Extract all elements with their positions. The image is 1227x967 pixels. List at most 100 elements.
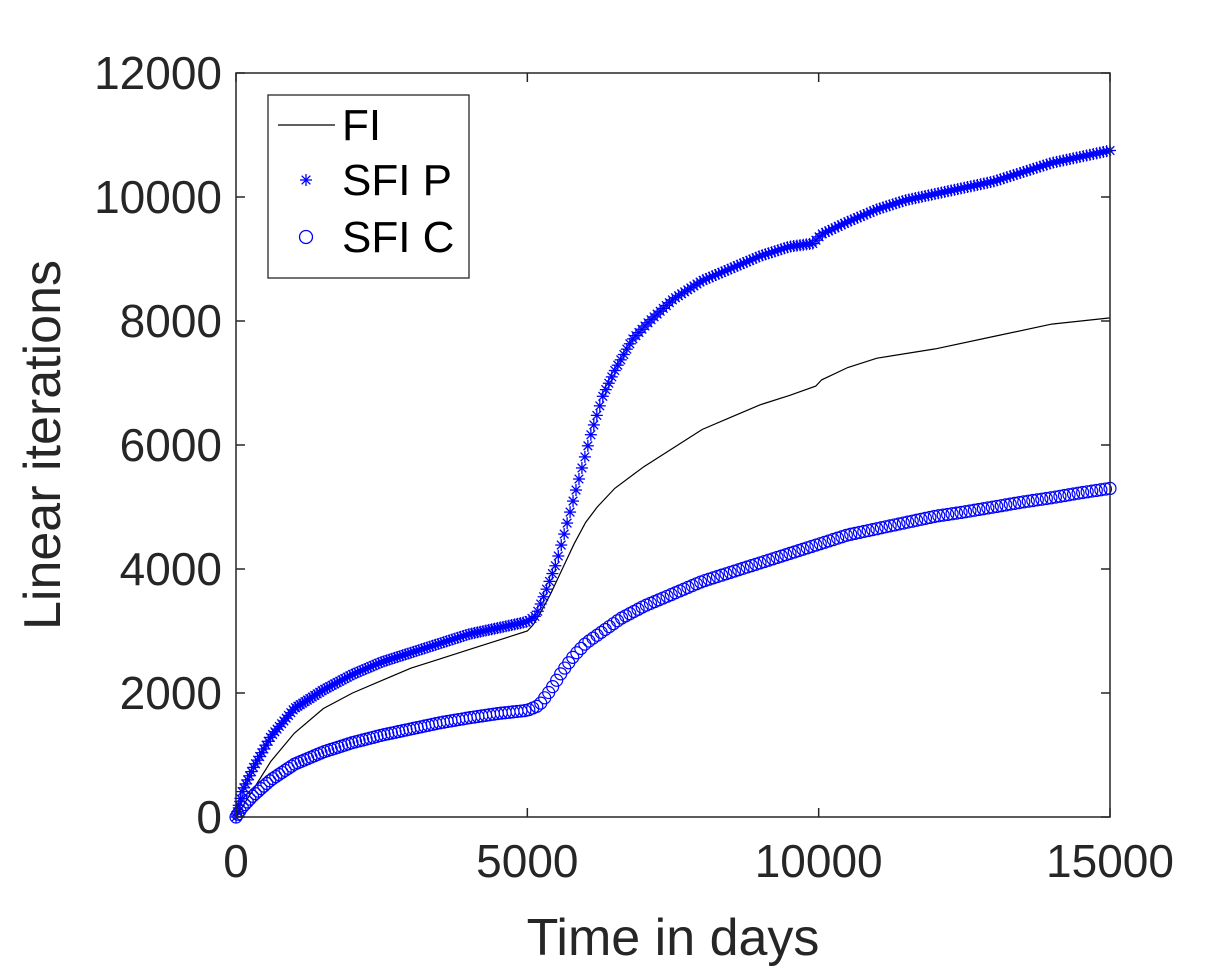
data-point-sfi-c [1008, 496, 1022, 510]
data-point-sfi-c [1044, 491, 1058, 505]
data-point-sfi-p [549, 559, 562, 572]
legend: FI SFI P SFI C [267, 94, 470, 279]
data-point-sfi-c [999, 498, 1013, 512]
data-point-sfi-c [566, 650, 580, 664]
data-point-sfi-c [1076, 485, 1090, 500]
data-point-sfi-c [972, 502, 986, 517]
data-point-sfi-c [981, 501, 995, 515]
data-point-sfi-c [546, 680, 560, 694]
data-point-sfi-p [555, 539, 568, 552]
data-point-sfi-c [1017, 495, 1031, 509]
data-point-sfi-p [249, 757, 262, 770]
data-point-sfi-c [945, 507, 959, 521]
x-tick-label: 10000 [755, 835, 883, 887]
y-tick-label: 0 [196, 791, 222, 843]
data-point-sfi-c [231, 807, 245, 821]
data-point-sfi-c [905, 514, 919, 528]
data-point-sfi-c [852, 525, 867, 540]
series-sfi-p [230, 144, 1116, 823]
data-point-sfi-p [581, 439, 594, 452]
data-point-sfi-c [901, 515, 915, 529]
data-point-sfi-c [874, 521, 888, 535]
data-point-sfi-c [923, 510, 937, 525]
data-point-sfi-c [1012, 496, 1026, 510]
x-tick-label: 5000 [476, 835, 578, 887]
legend-label: SFI C [342, 213, 454, 262]
data-point-sfi-c [848, 526, 862, 540]
data-point-sfi-c [896, 516, 910, 530]
data-point-sfi-c [1071, 486, 1085, 500]
data-point-sfi-c [1030, 493, 1044, 507]
data-point-sfi-c [1089, 483, 1103, 498]
data-point-sfi-c [1003, 497, 1017, 511]
data-point-sfi-p [623, 337, 636, 350]
data-point-sfi-c [932, 509, 946, 523]
x-tick-label: 15000 [1046, 835, 1174, 887]
data-point-sfi-p [567, 495, 580, 508]
series-layer [229, 144, 1117, 824]
y-tick-label: 2000 [120, 667, 222, 719]
series-sfi-c [229, 481, 1117, 824]
y-axis-title: Linear iterations [14, 260, 72, 630]
data-point-sfi-c [844, 527, 858, 541]
data-point-sfi-c [530, 699, 544, 713]
data-point-sfi-c [958, 505, 973, 519]
data-point-sfi-c [1098, 482, 1113, 496]
data-point-sfi-p [561, 517, 574, 530]
data-point-sfi-c [941, 507, 955, 522]
data-point-sfi-c [1062, 488, 1076, 502]
data-point-sfi-c [870, 522, 884, 536]
data-point-sfi-p [587, 418, 600, 431]
data-point-sfi-c [887, 518, 902, 532]
data-point-sfi-c [857, 524, 871, 539]
y-tick-label: 8000 [120, 295, 222, 347]
data-point-sfi-p [584, 428, 597, 441]
data-point-sfi-c [892, 517, 906, 531]
axes-layer: 0 5000 10000 15000 0 2000 4000 6000 8000 10000 120… [94, 47, 1174, 887]
data-point-sfi-p [575, 461, 588, 474]
data-point-sfi-c [1021, 494, 1035, 508]
data-point-sfi-c [1085, 484, 1099, 498]
data-point-sfi-c [954, 505, 968, 520]
data-point-sfi-c [976, 502, 990, 516]
data-point-sfi-c [883, 519, 897, 533]
data-point-sfi-c [1026, 493, 1040, 508]
data-point-sfi-c [879, 520, 893, 534]
legend-swatch-sfi-p [300, 174, 312, 186]
data-point-sfi-p [558, 528, 571, 541]
legend-label: SFI P [342, 156, 452, 205]
data-point-sfi-c [1035, 492, 1049, 506]
y-tick-label: 10000 [94, 171, 222, 223]
data-point-sfi-c [550, 673, 564, 687]
data-point-sfi-p [590, 409, 603, 422]
data-point-sfi-c [910, 513, 924, 527]
data-point-sfi-c [1094, 483, 1108, 497]
data-point-sfi-p [552, 550, 565, 563]
legend-swatch-sfi-c [298, 229, 314, 245]
data-point-sfi-c [1053, 489, 1067, 503]
data-point-sfi-c [918, 511, 933, 525]
data-point-sfi-c [1039, 491, 1053, 506]
data-point-sfi-p [564, 506, 577, 519]
y-tick-label: 6000 [120, 419, 222, 471]
series-line-fi [235, 317, 1111, 818]
data-point-sfi-c [1048, 490, 1063, 504]
data-point-sfi-c [574, 641, 588, 656]
data-point-sfi-c [994, 499, 1008, 513]
data-point-sfi-c [610, 614, 625, 628]
data-point-sfi-c [570, 646, 584, 660]
legend-label: FI [342, 101, 381, 150]
data-point-sfi-c [990, 499, 1004, 514]
series-fi [235, 317, 1111, 818]
x-axis-title: Time in days [527, 909, 820, 967]
data-point-sfi-c [963, 504, 977, 518]
data-point-sfi-c [967, 503, 982, 517]
data-point-sfi-p [578, 450, 591, 463]
x-tick-label: 0 [223, 835, 249, 887]
data-point-sfi-c [861, 523, 875, 538]
data-point-sfi-p [570, 484, 583, 497]
y-tick-label: 4000 [120, 543, 222, 595]
data-point-sfi-c [914, 512, 928, 526]
